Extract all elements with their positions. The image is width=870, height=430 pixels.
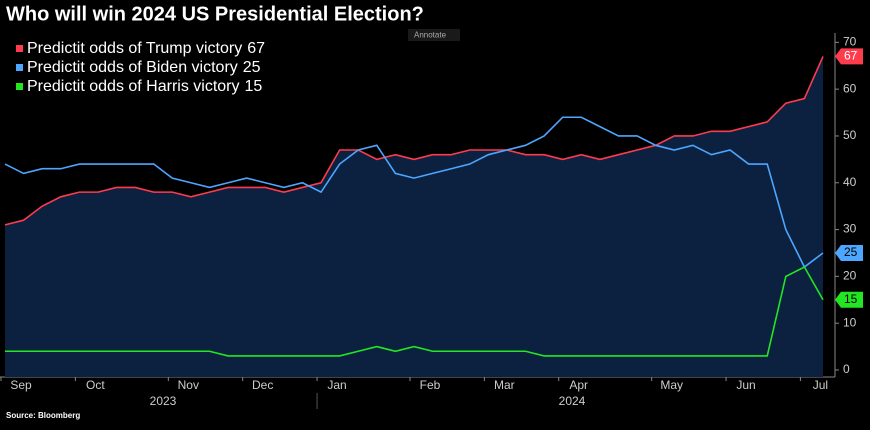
x-tick-label: Apr <box>569 378 588 392</box>
year-label: 2023 <box>150 394 177 408</box>
legend-value: 25 <box>243 59 261 76</box>
annotate-button[interactable] <box>408 29 460 41</box>
x-tick-label: Jan <box>327 378 346 392</box>
area <box>5 56 823 377</box>
x-tick-label: Jun <box>736 378 755 392</box>
end-tag-label: 25 <box>844 245 858 259</box>
x-tick-label: Oct <box>86 378 105 392</box>
x-tick-label: Sep <box>10 378 32 392</box>
series-line <box>4 56 824 226</box>
y-tick-label: 0 <box>843 362 850 376</box>
x-tick-label: Mar <box>494 378 515 392</box>
y-tick-label: 40 <box>843 175 857 189</box>
x-tick-label: Jul <box>813 378 828 392</box>
legend-label: Predictit odds of Harris victory <box>27 78 240 95</box>
year-label: 2024 <box>559 394 586 408</box>
x-tick-label: Dec <box>252 378 273 392</box>
chart-title: Who will win 2024 US Presidential Electi… <box>6 3 424 25</box>
legend-label: Predictit odds of Trump victory <box>27 40 242 57</box>
series-line <box>5 265 824 357</box>
annotate-label[interactable]: Annotate <box>414 31 447 40</box>
source: Source: Bloomberg <box>6 411 80 420</box>
end-tag-label: 15 <box>844 292 858 306</box>
legend-swatch <box>16 45 23 52</box>
end-tag <box>835 291 863 308</box>
end-tag <box>835 48 863 65</box>
legend-swatch <box>16 83 23 90</box>
end-tag-label: 67 <box>844 49 858 63</box>
x-tick-label: Feb <box>420 378 441 392</box>
legend-value: 67 <box>247 40 265 57</box>
y-tick-label: 60 <box>843 81 857 95</box>
legend-swatch <box>16 64 23 71</box>
y-tick-label: 20 <box>843 269 857 283</box>
end-tag <box>835 244 863 261</box>
y-tick-label: 50 <box>843 128 857 142</box>
y-tick-label: 30 <box>843 222 857 236</box>
x-tick-label: May <box>660 378 683 392</box>
x-tick-label: Nov <box>178 378 199 392</box>
y-tick-label: 70 <box>843 35 857 49</box>
legend-value: 15 <box>245 78 263 95</box>
y-tick-label: 10 <box>843 315 857 329</box>
legend-label: Predictit odds of Biden victory <box>27 59 238 76</box>
series-line <box>4 116 824 269</box>
